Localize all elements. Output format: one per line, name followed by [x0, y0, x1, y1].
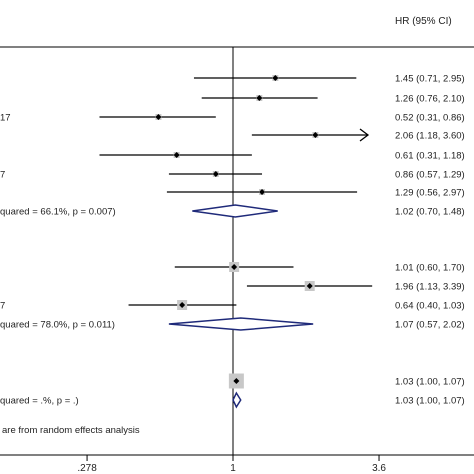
point-estimate — [179, 302, 186, 308]
pooled-diamond — [192, 204, 278, 218]
hr-ci-text: 1.01 (0.60, 1.70) — [395, 263, 465, 274]
x-tick-label: 1 — [230, 463, 236, 474]
hr-ci-text: 1.03 (1.00, 1.07) — [395, 377, 465, 388]
point-estimate — [272, 75, 279, 81]
x-tick-label: .278 — [77, 463, 97, 474]
point-estimate — [233, 378, 240, 384]
row-label: quared = 66.1%, p = 0.007) — [0, 207, 116, 218]
hr-ci-text: 1.03 (1.00, 1.07) — [395, 396, 465, 407]
row-label: 7 — [0, 301, 5, 312]
point-estimate — [259, 189, 266, 195]
hr-ci-text: 1.29 (0.56, 2.97) — [395, 188, 465, 199]
point-estimate — [312, 132, 319, 138]
hr-ci-text: 0.64 (0.40, 1.03) — [395, 301, 465, 312]
row-label: quared = 78.0%, p = 0.011) — [0, 320, 115, 331]
hr-ci-text: 1.45 (0.71, 2.95) — [395, 74, 465, 85]
point-estimate — [173, 152, 180, 158]
hr-ci-text: 1.96 (1.13, 3.39) — [395, 282, 465, 293]
hr-ci-text: 0.52 (0.31, 0.86) — [395, 113, 465, 124]
hr-ci-text: 0.61 (0.31, 1.18) — [395, 151, 465, 162]
row-label: 7 — [0, 170, 5, 181]
point-estimate — [212, 171, 219, 177]
hr-ci-text: 1.07 (0.57, 2.02) — [395, 320, 465, 331]
point-estimate — [256, 95, 263, 101]
point-estimate — [306, 283, 313, 289]
ci-arrow — [359, 128, 370, 142]
plot-marks: 1.45 (0.71, 2.95)1.26 (0.76, 2.10)17 0.52… — [0, 47, 465, 474]
point-estimate — [231, 264, 238, 270]
hr-ci-text: 0.86 (0.57, 1.29) — [395, 170, 465, 181]
footnote: are from random effects analysis — [2, 425, 140, 436]
point-estimate — [155, 114, 162, 120]
hr-ci-text: 2.06 (1.18, 3.60) — [395, 131, 465, 142]
pooled-diamond — [168, 317, 314, 331]
x-tick-label: 3.6 — [372, 463, 386, 474]
hr-ci-text: 1.02 (0.70, 1.48) — [395, 207, 465, 218]
pooled-diamond — [232, 391, 242, 409]
row-label: 17 — [0, 113, 11, 124]
row-label: quared = .%, p = .) — [0, 396, 79, 407]
hr-ci-text: 1.26 (0.76, 2.10) — [395, 94, 465, 105]
hr-column-header: HR (95% CI) — [395, 16, 452, 27]
